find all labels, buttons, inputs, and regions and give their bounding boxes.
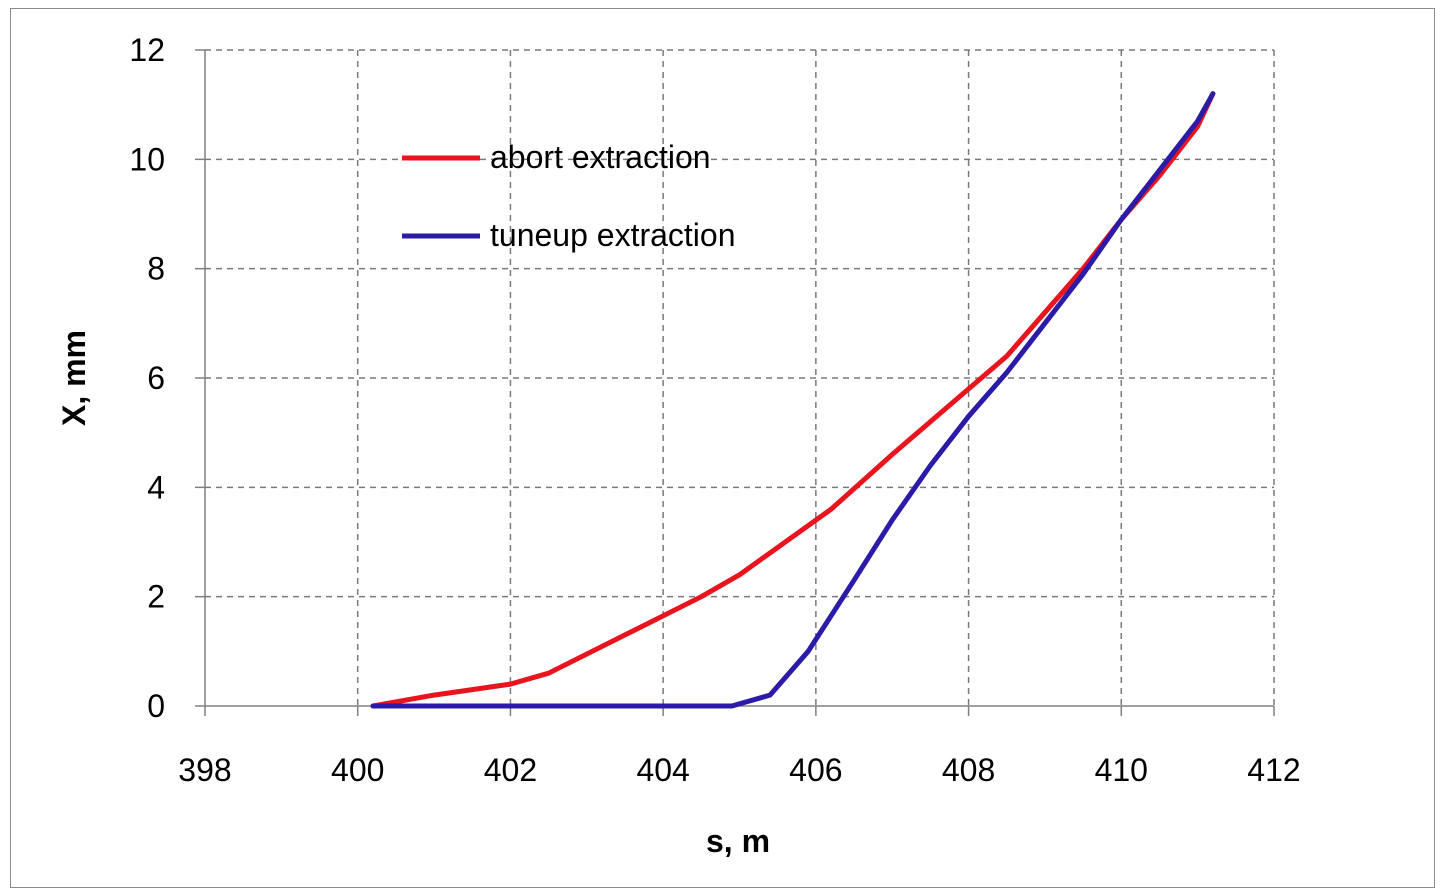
x-tick-label: 400 [331, 752, 384, 788]
x-tick-label: 410 [1095, 752, 1148, 788]
series-lines [370, 91, 1216, 709]
series-line-0 [370, 91, 1216, 709]
x-tick-label: 404 [636, 752, 689, 788]
x-axis-title: s, m [706, 823, 770, 859]
series-line-1 [370, 91, 1216, 709]
x-tick-label: 398 [178, 752, 231, 788]
x-tick-label: 408 [942, 752, 995, 788]
y-tick-label: 8 [147, 251, 165, 287]
x-tick-label: 402 [484, 752, 537, 788]
y-tick-label: 4 [147, 469, 165, 505]
y-tick-label: 10 [129, 141, 165, 177]
grid [205, 49, 1275, 706]
x-tick-label: 406 [789, 752, 842, 788]
x-tick-label: 412 [1247, 752, 1300, 788]
line-chart: 398 400 402 404 406 408 410 412 0 2 4 6 8 10 12 abort… [56, 32, 1301, 859]
y-tick-label: 0 [147, 688, 165, 724]
x-tick-labels: 398 400 402 404 406 408 410 412 [178, 752, 1300, 788]
legend-label-1: tuneup extraction [490, 217, 736, 253]
y-tick-label: 2 [147, 579, 165, 615]
y-tick-label: 6 [147, 360, 165, 396]
y-tick-label: 12 [129, 32, 165, 68]
legend-label-0: abort extraction [490, 139, 711, 175]
y-axis-title: X, mm [56, 330, 92, 426]
y-tick-labels: 0 2 4 6 8 10 12 [129, 32, 165, 724]
axes [195, 49, 1275, 716]
legend: abort extraction tuneup extraction [402, 139, 736, 253]
